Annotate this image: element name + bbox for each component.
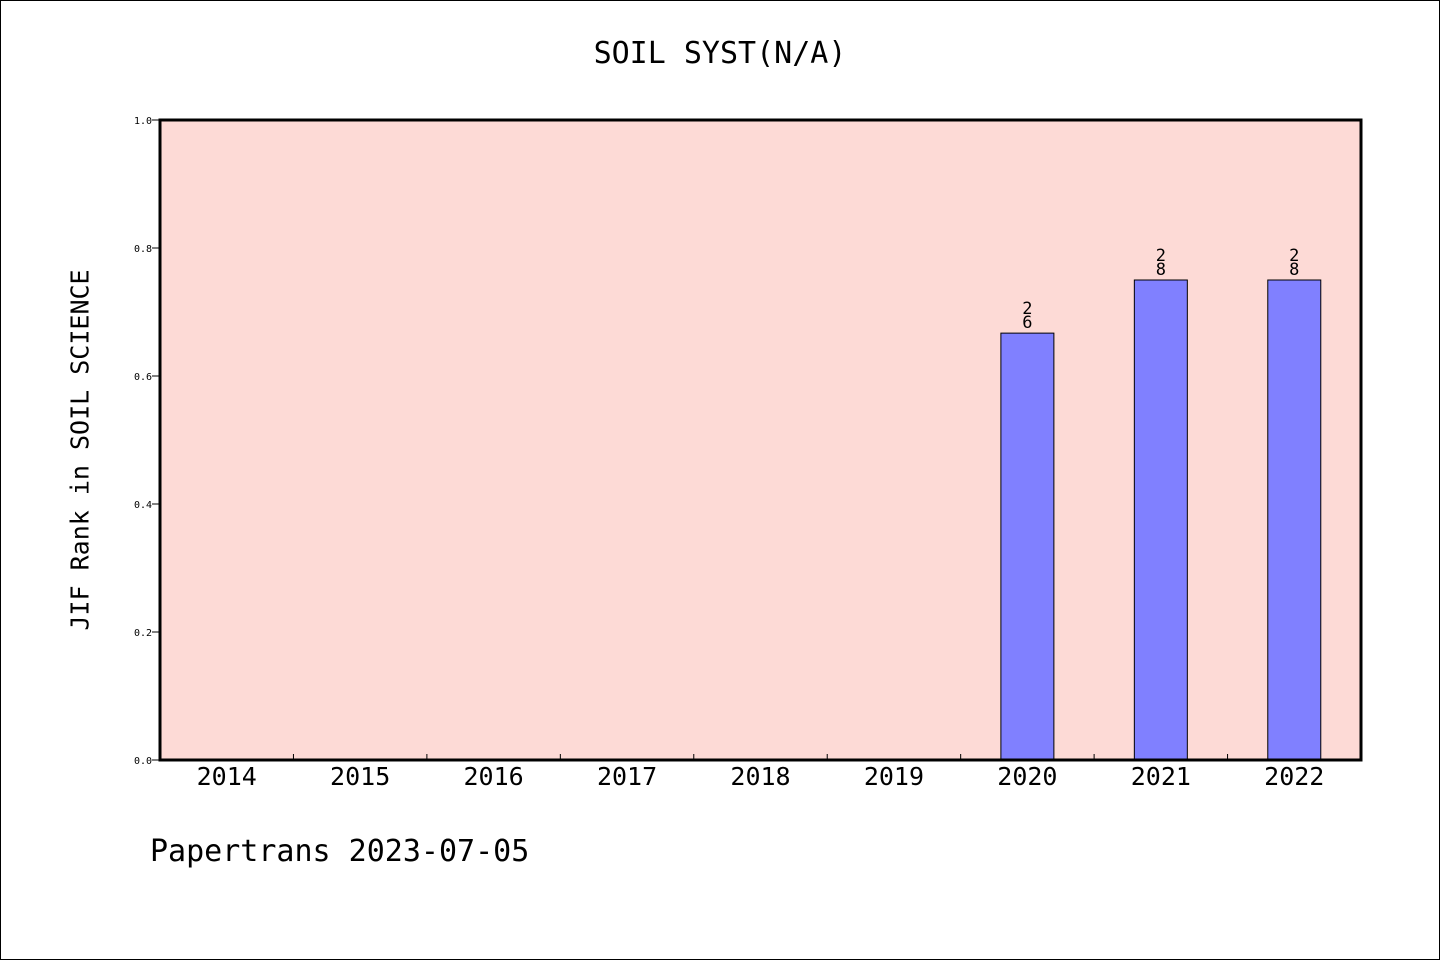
y-tick-label: 1.0 [134, 116, 152, 127]
bar-label: 8 [1156, 260, 1166, 280]
bar-label: 2 [1289, 246, 1299, 266]
x-tick-label: 2020 [997, 762, 1057, 791]
bar [1267, 279, 1322, 761]
x-tick-label: 2021 [1131, 762, 1191, 791]
x-tick-label: 2016 [464, 762, 524, 791]
bar-label: 8 [1289, 260, 1299, 280]
bar-label: 6 [1022, 313, 1032, 333]
y-tick-label: 0.0 [134, 756, 152, 767]
bar [1000, 332, 1055, 761]
bar [1133, 279, 1188, 761]
x-tick-label: 2022 [1264, 762, 1324, 791]
chart-title: SOIL SYST(N/A) [593, 36, 847, 71]
x-tick-label: 2015 [330, 762, 390, 791]
footer-text: Papertrans 2023-07-05 [150, 834, 530, 869]
x-tick-label: 2019 [864, 762, 924, 791]
x-tick-label: 2018 [730, 762, 790, 791]
x-tick-label: 2014 [197, 762, 257, 791]
bar-label: 2 [1156, 246, 1166, 266]
y-tick-label: 0.8 [134, 244, 152, 255]
x-tick-label: 2017 [597, 762, 657, 791]
y-tick-label: 0.2 [134, 628, 152, 639]
plot-frame [158, 118, 1363, 762]
y-tick-label: 0.6 [134, 372, 152, 383]
y-tick-label: 0.4 [134, 500, 152, 511]
bar-label: 2 [1022, 299, 1032, 319]
